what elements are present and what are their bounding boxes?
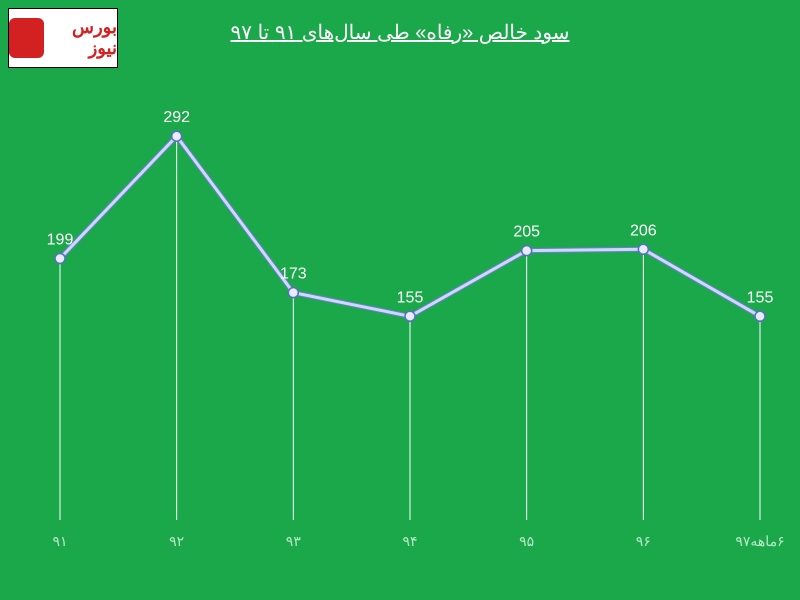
svg-text:205: 205: [513, 224, 540, 241]
logo: بورس نیوز: [8, 8, 118, 68]
svg-text:۹۱: ۹۱: [52, 533, 67, 549]
svg-text:199: 199: [47, 231, 74, 248]
chart-title: سود خالص «رفاه» طی سال‌های ۹۱ تا ۹۷: [0, 20, 800, 45]
svg-text:292: 292: [163, 109, 190, 126]
logo-text: بورس نیوز: [48, 17, 117, 59]
line-chart: 199 292 173 155 205 206 155 ۹۱ ۹۲ ۹۳ ۹۴ ۹۵ ۹۶ ۶ماهه۹۷: [0, 0, 800, 600]
svg-text:۹۴: ۹۴: [402, 533, 417, 549]
svg-text:155: 155: [747, 289, 774, 306]
svg-text:۶ماهه۹۷: ۶ماهه۹۷: [735, 533, 784, 549]
svg-text:155: 155: [397, 289, 424, 306]
svg-text:۹۵: ۹۵: [519, 533, 534, 549]
svg-text:173: 173: [280, 266, 307, 283]
chart-container: بورس نیوز سود خالص «رفاه» طی سال‌های ۹۱ …: [0, 0, 800, 600]
svg-text:۹۶: ۹۶: [636, 533, 651, 549]
logo-icon: [9, 18, 44, 58]
svg-text:206: 206: [630, 222, 657, 239]
svg-text:۹۲: ۹۲: [169, 533, 184, 549]
svg-text:۹۳: ۹۳: [286, 533, 302, 549]
